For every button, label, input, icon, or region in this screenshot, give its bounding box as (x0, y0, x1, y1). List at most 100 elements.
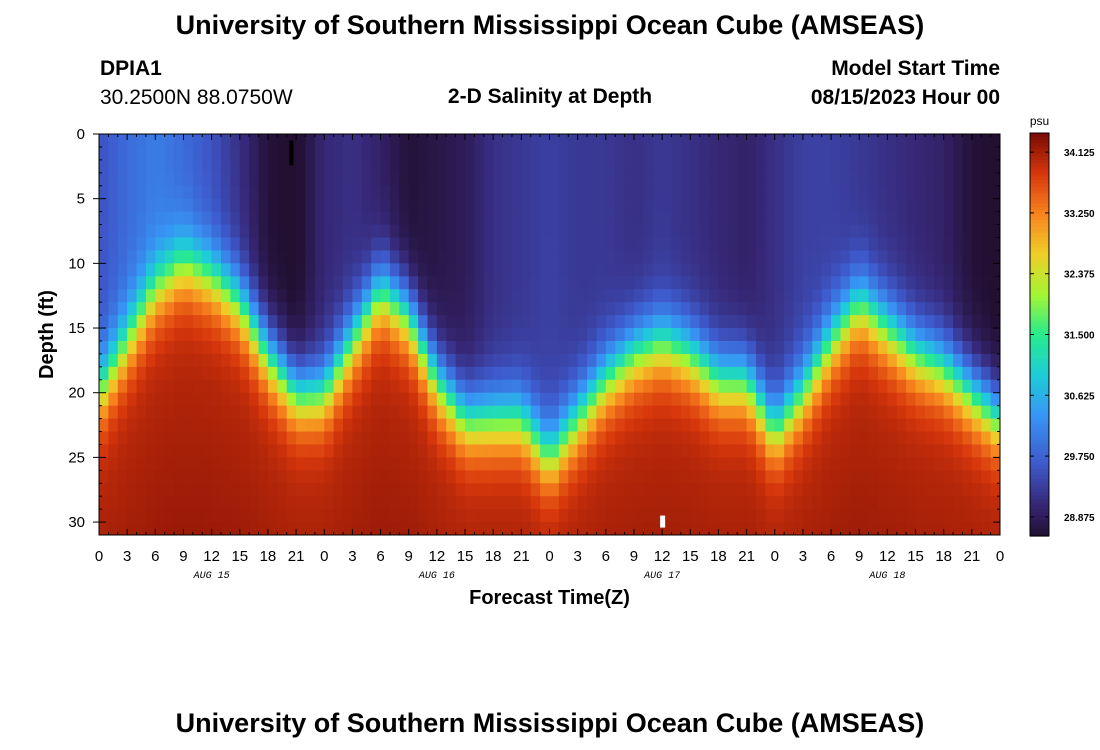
heatmap-cell (633, 366, 644, 381)
heatmap-cell (465, 159, 476, 174)
heatmap-cell (389, 444, 400, 458)
heatmap-cell (774, 379, 785, 394)
heatmap-cell (127, 159, 138, 174)
heatmap-cell (934, 185, 945, 200)
colorbar-segment (1030, 297, 1049, 302)
heatmap-cell (943, 185, 954, 200)
heatmap-cell (117, 146, 128, 161)
heatmap-cell (408, 340, 419, 355)
heatmap-cell (352, 198, 363, 213)
heatmap-cell (117, 263, 128, 277)
heatmap-cell (474, 224, 485, 239)
heatmap-cell (962, 159, 973, 174)
heatmap-cell (558, 340, 569, 355)
heatmap-cell (896, 379, 907, 394)
heatmap-cell (587, 263, 598, 277)
colorbar-segment (1030, 274, 1049, 279)
heatmap-cell (596, 353, 607, 368)
heatmap-cell (755, 276, 766, 290)
heatmap-cell (859, 496, 870, 510)
heatmap-cell (211, 444, 222, 458)
heatmap-cell (934, 353, 945, 368)
heatmap-cell (455, 198, 466, 213)
heatmap-cell (624, 431, 635, 446)
heatmap-cell (511, 146, 522, 161)
heatmap-cell (793, 379, 804, 394)
heatmap-cell (746, 211, 757, 226)
heatmap-cell (868, 340, 879, 355)
heatmap-cell (746, 172, 757, 187)
heatmap-cell (633, 146, 644, 161)
heatmap-cell (352, 470, 363, 484)
heatmap-cell (483, 224, 494, 239)
heatmap-cell (587, 444, 598, 458)
heatmap-cell (633, 418, 644, 433)
heatmap-cell (962, 353, 973, 368)
heatmap-cell (962, 146, 973, 161)
heatmap-cell (258, 392, 269, 407)
heatmap-cell (812, 366, 823, 381)
heatmap-cell (699, 146, 710, 161)
heatmap-cell (314, 431, 325, 446)
heatmap-cell (202, 379, 213, 394)
colorbar-segment (1030, 230, 1049, 235)
colorbar-segment (1030, 163, 1049, 168)
heatmap-cell (981, 340, 992, 355)
heatmap-cell (962, 470, 973, 484)
heatmap-cell (934, 483, 945, 497)
heatmap-cell (887, 134, 898, 148)
heatmap-cell (690, 134, 701, 148)
heatmap-cell (953, 172, 964, 187)
colorbar-segment (1030, 304, 1049, 309)
heatmap-cell (671, 224, 682, 239)
heatmap-cell (474, 146, 485, 161)
colorbar: psu34.12533.25032.37531.50030.62529.7502… (1029, 114, 1095, 537)
colorbar-segment (1030, 139, 1049, 144)
heatmap-cell (333, 172, 344, 187)
heatmap-cell (953, 159, 964, 174)
heatmap-cell (699, 457, 710, 471)
heatmap-cell (455, 263, 466, 277)
heatmap-cell (530, 483, 541, 497)
heatmap-cell (699, 340, 710, 355)
heatmap-cell (577, 457, 588, 471)
heatmap-cell (690, 457, 701, 471)
heatmap-cell (784, 237, 795, 252)
x-tick-label: 9 (630, 548, 638, 565)
colorbar-segment (1030, 136, 1049, 141)
heatmap-cell (690, 211, 701, 226)
heatmap-cell (558, 289, 569, 303)
heatmap-cell (812, 159, 823, 174)
heatmap-cell (277, 315, 288, 329)
heatmap-cell (202, 172, 213, 187)
heatmap-cell (643, 522, 654, 535)
heatmap-cell (427, 224, 438, 239)
heatmap-cell (352, 509, 363, 523)
heatmap-cell (962, 379, 973, 394)
heatmap-cell (399, 522, 410, 535)
heatmap-cell (164, 237, 175, 252)
heatmap-cell (352, 379, 363, 394)
heatmap-cell (652, 185, 663, 200)
heatmap-cell (746, 146, 757, 161)
heatmap-cell (324, 198, 335, 213)
heatmap-cell (183, 340, 194, 355)
heatmap-cell (211, 185, 222, 200)
heatmap-cell (643, 366, 654, 381)
heatmap-cell (868, 353, 879, 368)
heatmap-cell (136, 496, 147, 510)
heatmap-cell (361, 483, 372, 497)
heatmap-cell (230, 366, 241, 381)
heatmap-cell (221, 379, 231, 394)
heatmap-cell (906, 405, 917, 420)
heatmap-cell (812, 185, 823, 200)
heatmap-cell (145, 172, 156, 187)
heatmap-cell (324, 289, 335, 303)
heatmap-cell (877, 289, 888, 303)
heatmap-cell (361, 134, 372, 148)
heatmap-cell (568, 457, 579, 471)
heatmap-cell (784, 470, 795, 484)
heatmap-cell (408, 250, 419, 264)
heatmap-cell (249, 263, 260, 277)
heatmap-cell (765, 431, 776, 446)
